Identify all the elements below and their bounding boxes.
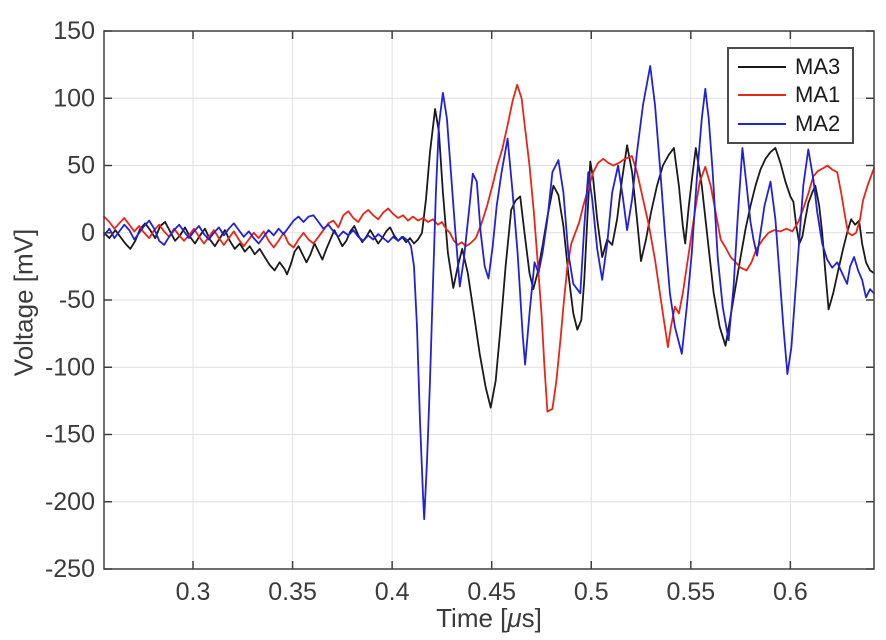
legend-item-MA3: MA3 (729, 53, 852, 81)
x-tick-label: 0.3 (176, 578, 211, 606)
x-tick-label: 0.55 (666, 578, 715, 606)
legend-line-sample-MA1 (738, 94, 786, 97)
y-tick-label: 100 (53, 84, 95, 112)
x-axis-label-suffix: s] (521, 603, 542, 633)
series-line-MA1 (103, 83, 875, 413)
legend-label-MA3: MA3 (795, 54, 841, 80)
y-tick-label: -100 (45, 353, 95, 381)
legend-label-MA2: MA2 (795, 110, 841, 136)
x-tick-label: 0.5 (574, 578, 609, 606)
y-tick-label: -200 (45, 488, 95, 516)
y-tick-label: -50 (59, 286, 95, 314)
y-tick-label: 150 (53, 17, 95, 45)
x-tick-label: 0.4 (375, 578, 410, 606)
x-tick-label: 0.6 (773, 578, 808, 606)
legend: MA3 MA1 MA2 (727, 47, 854, 144)
x-tick-label: 0.35 (268, 578, 317, 606)
x-axis-label-prefix: Time [ (436, 603, 508, 633)
series-line-MA2 (103, 65, 875, 521)
y-tick-label: 0 (81, 219, 95, 247)
y-tick-label: -250 (45, 555, 95, 583)
y-tick-label: 50 (67, 152, 95, 180)
legend-item-MA1: MA1 (729, 81, 852, 109)
series-line-MA3 (103, 108, 875, 409)
legend-line-sample-MA3 (738, 66, 786, 69)
legend-item-MA2: MA2 (729, 110, 852, 138)
x-axis-label: Time [μs] (289, 603, 689, 634)
legend-label-MA1: MA1 (795, 82, 841, 108)
y-tick-label: -150 (45, 421, 95, 449)
x-axis-label-mu: μ (507, 603, 522, 633)
x-tick-label: 0.45 (467, 578, 516, 606)
legend-line-sample-MA2 (738, 122, 786, 125)
y-axis-label: Voltage [mV] (8, 228, 39, 377)
